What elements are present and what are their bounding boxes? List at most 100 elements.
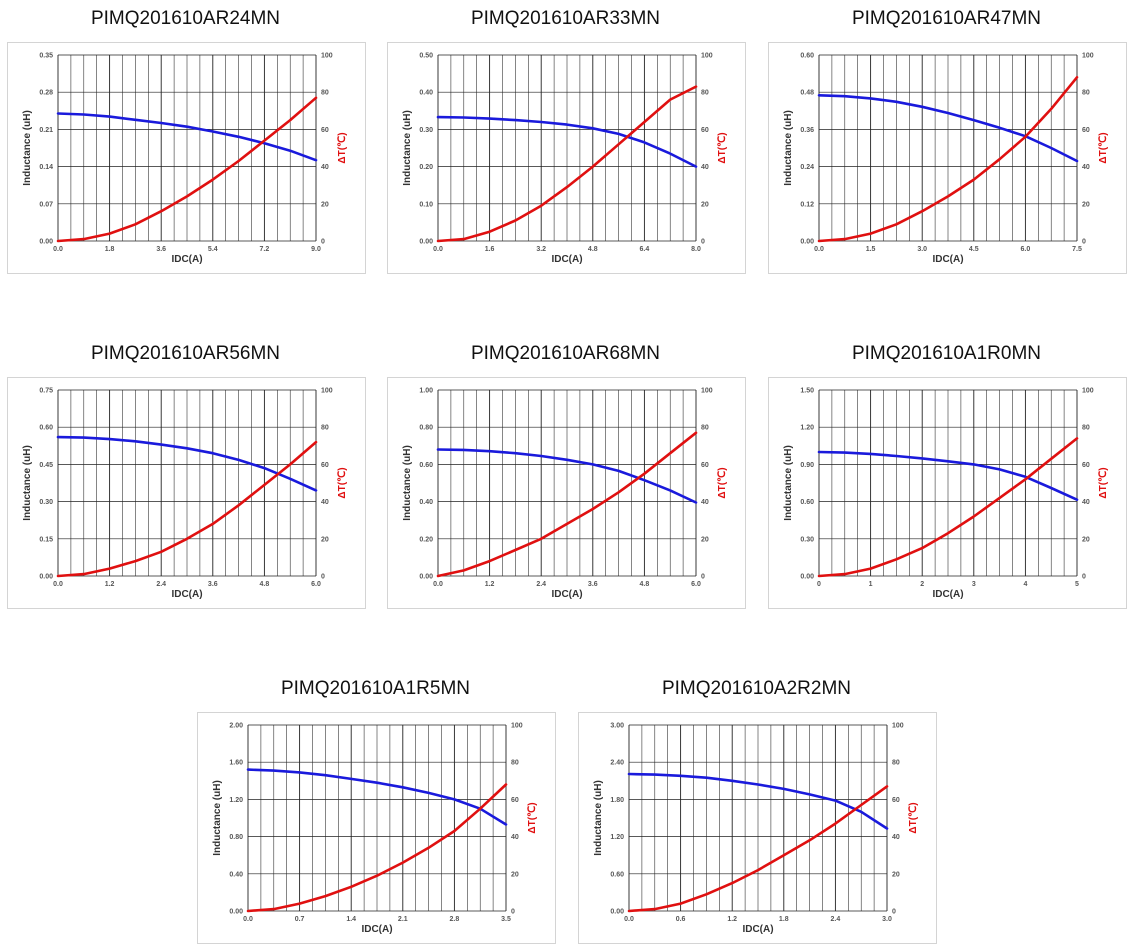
y-tick-label: 0.07 (39, 201, 53, 208)
y2-tick-label: 0 (701, 239, 705, 246)
y-tick-label: 0.21 (39, 127, 53, 134)
x-tick-label: 2.4 (156, 581, 166, 588)
x-tick-label: 8.0 (691, 246, 701, 253)
y-tick-label: 0.30 (39, 499, 53, 506)
chart-title: PIMQ201610AR47MN (851, 8, 1042, 29)
x-tick-label: 1.2 (727, 916, 737, 923)
x-tick-label: 3.5 (501, 916, 511, 923)
y2-tick-label: 60 (1082, 127, 1090, 134)
temperature-series-line (627, 785, 889, 913)
chart-svg: 0.00 0.30 0.60 0.90 1.20 1.50 0 20 40 60 80 100 0 1 2 3… (783, 388, 1109, 601)
y2-tick-label: 20 (1082, 536, 1090, 543)
chart-svg: 0.00 0.40 0.80 1.20 1.60 2.00 0 20 40 60 80 100 0.0 0… (212, 723, 538, 936)
chart-svg: 0.00 0.60 1.20 1.80 2.40 3.00 0 20 40 60 80 100 0.0 0… (593, 723, 919, 936)
y2-tick-label: 80 (1082, 90, 1090, 97)
y-tick-label: 1.80 (610, 797, 624, 804)
y-axis-label: Inductance (uH) (593, 780, 604, 856)
temperature-series-line (817, 75, 1079, 243)
x-tick-label: 4.8 (588, 246, 598, 253)
temperature-series-line (246, 783, 508, 913)
y2-axis-label: ΔT(℃) (1098, 132, 1109, 163)
x-tick-label: 1.4 (346, 916, 356, 923)
y-tick-label: 0.48 (800, 90, 814, 97)
x-tick-label: 4.8 (640, 581, 650, 588)
x-tick-label: 6.0 (691, 581, 701, 588)
x-tick-label: 1 (869, 581, 873, 588)
inductance-series-line (56, 435, 318, 492)
y-axis-label: Inductance (uH) (22, 110, 33, 186)
y-tick-label: 0.00 (419, 239, 433, 246)
chart-svg: 0.00 0.10 0.20 0.30 0.40 0.50 0 20 40 60 80 100 0.0 1… (402, 53, 728, 266)
chart-title: PIMQ201610A1R0MN (851, 343, 1042, 364)
x-tick-label: 1.2 (485, 581, 495, 588)
x-tick-label: 1.5 (866, 246, 876, 253)
y2-tick-label: 0 (701, 574, 705, 581)
y-axis-label: Inductance (uH) (22, 445, 33, 521)
y2-tick-label: 100 (511, 723, 523, 730)
x-tick-label: 6.0 (1021, 246, 1031, 253)
inductance-series-line (817, 450, 1079, 501)
y2-tick-label: 0 (1082, 239, 1086, 246)
y-tick-label: 0.10 (419, 201, 433, 208)
y2-tick-label: 0 (1082, 574, 1086, 581)
chart-frame: 0.00 0.60 1.20 1.80 2.40 3.00 0 20 40 60 80 100 0.0 0… (578, 712, 937, 944)
y2-tick-label: 80 (701, 425, 709, 432)
y-tick-label: 3.00 (610, 723, 624, 730)
x-tick-label: 3.6 (208, 581, 218, 588)
inductance-series-line (436, 115, 698, 168)
y2-tick-label: 40 (701, 499, 709, 506)
y-tick-label: 0.60 (610, 871, 624, 878)
x-tick-label: 4.8 (260, 581, 270, 588)
y2-tick-label: 20 (1082, 201, 1090, 208)
y2-tick-label: 80 (701, 90, 709, 97)
y-tick-label: 0.28 (39, 90, 53, 97)
x-tick-label: 0 (817, 581, 821, 588)
y2-tick-label: 0 (511, 909, 515, 916)
y2-tick-label: 80 (892, 760, 900, 767)
x-tick-label: 3.0 (917, 246, 927, 253)
x-tick-label: 0.7 (295, 916, 305, 923)
y-tick-label: 1.50 (800, 388, 814, 395)
chart-panel: PIMQ201610AR56MN 0.00 0.15 0.30 0.45 0.60 0.75… (7, 335, 366, 609)
y-tick-label: 1.20 (229, 797, 243, 804)
y2-tick-label: 20 (511, 871, 519, 878)
y2-axis-label: ΔT(℃) (1098, 467, 1109, 498)
x-tick-label: 0.0 (53, 246, 63, 253)
x-tick-label: 0.0 (433, 581, 443, 588)
y-tick-label: 2.40 (610, 760, 624, 767)
x-tick-label: 2.4 (831, 916, 841, 923)
inductance-series-line (627, 772, 889, 830)
y-axis-label: Inductance (uH) (402, 445, 413, 521)
y-tick-label: 0.36 (800, 127, 814, 134)
y2-tick-label: 60 (1082, 462, 1090, 469)
y2-tick-label: 40 (701, 164, 709, 171)
chart-panel: PIMQ201610A1R5MN 0.00 0.40 0.80 1.20 1.60 2.00… (197, 670, 556, 944)
y2-tick-label: 100 (1082, 388, 1094, 395)
x-tick-label: 1.8 (779, 916, 789, 923)
y2-axis-label: ΔT(℃) (337, 467, 348, 498)
y2-tick-label: 100 (892, 723, 904, 730)
y-tick-label: 0.75 (39, 388, 53, 395)
y2-axis-label: ΔT(℃) (908, 802, 919, 833)
chart-title: PIMQ201610A2R2MN (661, 678, 852, 699)
x-tick-label: 0.0 (243, 916, 253, 923)
y2-tick-label: 60 (321, 127, 329, 134)
y2-tick-label: 20 (892, 871, 900, 878)
y2-tick-label: 60 (321, 462, 329, 469)
x-tick-label: 4.5 (969, 246, 979, 253)
y2-axis-label: ΔT(℃) (717, 132, 728, 163)
chart-frame: 0.00 0.20 0.40 0.60 0.80 1.00 0 20 40 60 80 100 0.0 1… (387, 377, 746, 609)
x-tick-label: 6.4 (640, 246, 650, 253)
chart-svg: 0.00 0.07 0.14 0.21 0.28 0.35 0 20 40 60 80 100 0.0 1… (22, 53, 348, 266)
inductance-series-line (56, 112, 318, 162)
y-tick-label: 0.40 (419, 90, 433, 97)
y-tick-label: 0.80 (229, 834, 243, 841)
y2-tick-label: 60 (701, 127, 709, 134)
chart-panel: PIMQ201610AR47MN 0.00 0.12 0.24 0.36 0.48 0.60… (768, 0, 1127, 274)
x-tick-label: 3.2 (536, 246, 546, 253)
chart-svg: 0.00 0.15 0.30 0.45 0.60 0.75 0 20 40 60 80 100 0.0 1… (22, 388, 348, 601)
chart-svg: 0.00 0.20 0.40 0.60 0.80 1.00 0 20 40 60 80 100 0.0 1… (402, 388, 728, 601)
chart-svg: 0.00 0.12 0.24 0.36 0.48 0.60 0 20 40 60 80 100 0.0 1… (783, 53, 1109, 266)
y-tick-label: 0.24 (800, 164, 814, 171)
x-tick-label: 2.1 (398, 916, 408, 923)
